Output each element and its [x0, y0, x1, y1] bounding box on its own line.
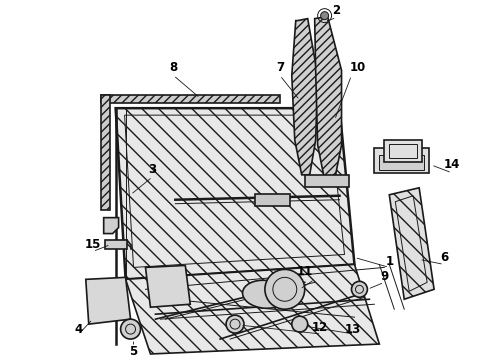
Bar: [389, 144, 417, 158]
Bar: [384, 140, 422, 162]
Circle shape: [320, 12, 329, 19]
Polygon shape: [116, 108, 354, 279]
Polygon shape: [125, 265, 379, 354]
Text: 7: 7: [276, 61, 284, 74]
Polygon shape: [315, 17, 342, 180]
Polygon shape: [292, 19, 318, 175]
Bar: [255, 194, 290, 206]
Text: 9: 9: [380, 270, 389, 283]
Polygon shape: [389, 188, 434, 299]
Polygon shape: [146, 265, 190, 307]
Text: 1: 1: [385, 255, 393, 268]
Text: 5: 5: [129, 345, 138, 357]
Bar: [379, 155, 424, 170]
Polygon shape: [101, 95, 110, 210]
Text: 10: 10: [349, 61, 366, 74]
Polygon shape: [101, 95, 280, 103]
Bar: [105, 239, 126, 249]
Circle shape: [292, 316, 308, 332]
Circle shape: [226, 315, 244, 333]
Text: 6: 6: [440, 251, 448, 264]
Polygon shape: [104, 218, 119, 234]
Text: 14: 14: [444, 158, 460, 171]
Text: 3: 3: [148, 163, 156, 176]
Circle shape: [265, 269, 305, 309]
Text: 12: 12: [312, 321, 328, 334]
Ellipse shape: [243, 280, 287, 308]
Text: 11: 11: [296, 265, 313, 278]
Circle shape: [351, 282, 368, 297]
Text: 15: 15: [85, 238, 101, 251]
Text: 8: 8: [169, 61, 177, 74]
Polygon shape: [86, 277, 130, 324]
Text: 2: 2: [333, 4, 341, 17]
Text: 13: 13: [344, 323, 361, 336]
Bar: [374, 148, 429, 173]
Circle shape: [121, 319, 141, 339]
Text: 4: 4: [74, 323, 83, 336]
Bar: [305, 175, 349, 187]
